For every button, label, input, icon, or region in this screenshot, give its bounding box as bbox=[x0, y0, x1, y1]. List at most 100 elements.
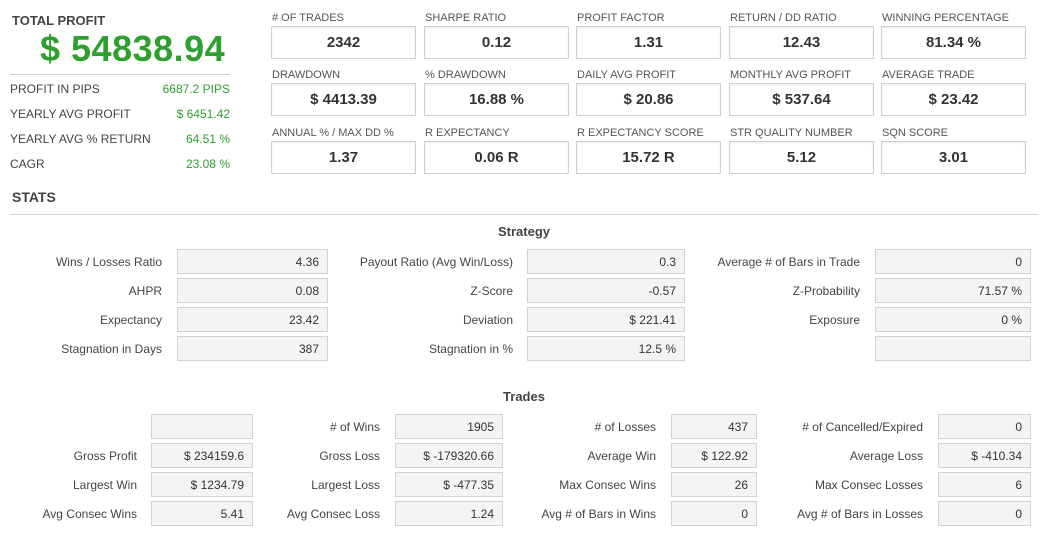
trade-label: Gross Loss bbox=[319, 449, 380, 463]
trades-title: Trades bbox=[503, 389, 545, 404]
stat-value: 0.3 bbox=[527, 249, 685, 274]
metric-label: SQN SCORE bbox=[882, 127, 949, 139]
trade-value: 0 bbox=[671, 501, 757, 526]
trade-label: Average Win bbox=[587, 449, 656, 463]
metric-label: DRAWDOWN bbox=[272, 69, 341, 81]
metric-value: 2342 bbox=[271, 26, 416, 59]
metric-value: 5.12 bbox=[729, 141, 874, 174]
stat-label: Expectancy bbox=[99, 313, 162, 327]
trade-label: Largest Win bbox=[72, 478, 137, 492]
metric-label: R EXPECTANCY SCORE bbox=[577, 127, 704, 139]
trade-label: # of Wins bbox=[329, 420, 380, 434]
trade-value: 26 bbox=[671, 472, 757, 497]
stat-label: Z-Probability bbox=[792, 284, 860, 298]
metric-label: DAILY AVG PROFIT bbox=[577, 69, 677, 81]
stat-label: Wins / Losses Ratio bbox=[55, 255, 162, 269]
metric-value: $ 23.42 bbox=[881, 83, 1026, 116]
summary-row-label: YEARLY AVG PROFIT bbox=[10, 107, 131, 121]
summary-row-label: PROFIT IN PIPS bbox=[10, 82, 100, 96]
trade-value: $ 122.92 bbox=[671, 443, 757, 468]
stat-value: 387 bbox=[177, 336, 328, 361]
metric-value: 15.72 R bbox=[576, 141, 721, 174]
stat-label: Exposure bbox=[809, 313, 860, 327]
metric-label: ANNUAL % / MAX DD % bbox=[272, 127, 394, 139]
trade-label: Avg Consec Wins bbox=[42, 507, 137, 521]
trade-value: 5.41 bbox=[151, 501, 253, 526]
trade-label: Avg # of Bars in Wins bbox=[541, 507, 657, 521]
metric-label: % DRAWDOWN bbox=[425, 69, 506, 81]
stat-value: $ 221.41 bbox=[527, 307, 685, 332]
trade-label: # of Cancelled/Expired bbox=[802, 420, 923, 434]
metric-label: AVERAGE TRADE bbox=[882, 69, 975, 81]
stat-label: Payout Ratio (Avg Win/Loss) bbox=[359, 255, 513, 269]
stat-value: 0 % bbox=[875, 307, 1031, 332]
summary-row-label: YEARLY AVG % RETURN bbox=[10, 132, 151, 146]
stats-divider bbox=[10, 214, 1038, 215]
stat-value bbox=[875, 336, 1031, 361]
trade-label: Max Consec Wins bbox=[559, 478, 656, 492]
summary-row: YEARLY AVG PROFIT $ 6451.42 bbox=[10, 107, 230, 125]
summary-row: CAGR 23.08 % bbox=[10, 157, 230, 175]
metric-label: SHARPE RATIO bbox=[425, 12, 507, 24]
stat-value: 71.57 % bbox=[875, 278, 1031, 303]
summary-row-value: 6687.2 PIPS bbox=[162, 82, 230, 96]
metric-value: 0.12 bbox=[424, 26, 569, 59]
metric-value: $ 537.64 bbox=[729, 83, 874, 116]
summary-row: YEARLY AVG % RETURN 64.51 % bbox=[10, 132, 230, 150]
trade-label: Gross Profit bbox=[73, 449, 137, 463]
stat-label: Stagnation in % bbox=[428, 342, 513, 356]
trade-value: 1.24 bbox=[395, 501, 503, 526]
trade-value: 437 bbox=[671, 414, 757, 439]
trade-value: 1905 bbox=[395, 414, 503, 439]
trade-value: $ -179320.66 bbox=[395, 443, 503, 468]
trade-label: # of Losses bbox=[594, 420, 656, 434]
metric-label: MONTHLY AVG PROFIT bbox=[730, 69, 852, 81]
metric-value: $ 20.86 bbox=[576, 83, 721, 116]
trade-value: 0 bbox=[938, 501, 1031, 526]
metric-value: 12.43 bbox=[729, 26, 874, 59]
trade-value: 6 bbox=[938, 472, 1031, 497]
stat-value: 4.36 bbox=[177, 249, 328, 274]
stat-value: 23.42 bbox=[177, 307, 328, 332]
stat-label: Z-Score bbox=[470, 284, 513, 298]
summary-row-value: 64.51 % bbox=[185, 132, 230, 146]
stat-value: 12.5 % bbox=[527, 336, 685, 361]
stat-value: 0 bbox=[875, 249, 1031, 274]
stat-value: 0.08 bbox=[177, 278, 328, 303]
stat-label: Deviation bbox=[462, 313, 513, 327]
trade-label: Avg # of Bars in Losses bbox=[797, 507, 923, 521]
trade-value: 0 bbox=[938, 414, 1031, 439]
summary-row-value: 23.08 % bbox=[185, 157, 230, 171]
summary-row-label: CAGR bbox=[10, 157, 45, 171]
stat-value: -0.57 bbox=[527, 278, 685, 303]
trade-value: $ -410.34 bbox=[938, 443, 1031, 468]
strategy-title: Strategy bbox=[497, 224, 551, 239]
summary-row-value: $ 6451.42 bbox=[176, 107, 230, 121]
trade-value: $ 1234.79 bbox=[151, 472, 253, 497]
stat-label: Stagnation in Days bbox=[61, 342, 162, 356]
metric-label: # OF TRADES bbox=[272, 12, 344, 24]
metric-value: 3.01 bbox=[881, 141, 1026, 174]
stat-label: AHPR bbox=[128, 284, 162, 298]
summary-divider bbox=[10, 74, 230, 75]
metric-value: 0.06 R bbox=[424, 141, 569, 174]
stat-label: Average # of Bars in Trade bbox=[717, 255, 860, 269]
metric-label: STR QUALITY NUMBER bbox=[730, 127, 853, 139]
trade-label: Largest Loss bbox=[311, 478, 380, 492]
trade-value: $ 234159.6 bbox=[151, 443, 253, 468]
trade-label: Max Consec Losses bbox=[814, 478, 923, 492]
metric-label: PROFIT FACTOR bbox=[577, 12, 665, 24]
metric-value: 1.37 bbox=[271, 141, 416, 174]
total-profit-value: $ 54838.94 bbox=[40, 28, 226, 69]
trade-value bbox=[151, 414, 253, 439]
trade-label: Average Loss bbox=[849, 449, 923, 463]
summary-row: PROFIT IN PIPS 6687.2 PIPS bbox=[10, 82, 230, 100]
metric-value: $ 4413.39 bbox=[271, 83, 416, 116]
metric-label: WINNING PERCENTAGE bbox=[882, 12, 1009, 24]
trade-label: Avg Consec Loss bbox=[286, 507, 380, 521]
metric-value: 16.88 % bbox=[424, 83, 569, 116]
metric-value: 81.34 % bbox=[881, 26, 1026, 59]
trade-value: $ -477.35 bbox=[395, 472, 503, 497]
metric-value: 1.31 bbox=[576, 26, 721, 59]
stats-title: STATS bbox=[12, 189, 56, 205]
